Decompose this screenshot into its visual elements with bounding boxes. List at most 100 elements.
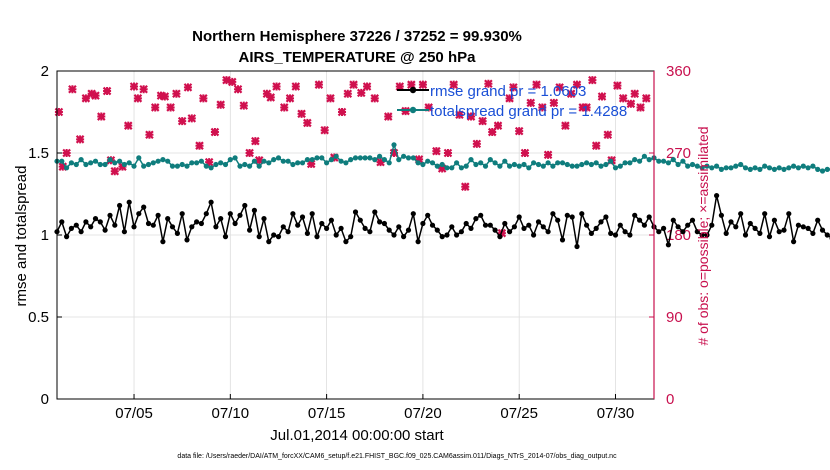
rmse-point [266, 239, 272, 245]
totalspread-point [357, 155, 363, 161]
rmse-point [507, 229, 513, 235]
rmse-point [92, 216, 99, 222]
totalspread-point [189, 160, 195, 166]
obs-point [68, 84, 77, 94]
obs-point [177, 116, 187, 126]
x-tick-label: 07/20 [404, 405, 442, 422]
rmse-point [622, 229, 628, 235]
obs-point [370, 94, 380, 103]
obs-point [320, 125, 329, 135]
rmse-point [68, 225, 74, 231]
obs-point [102, 86, 112, 96]
totalspread-point [425, 158, 431, 164]
obs-point [432, 146, 441, 156]
obs-point [172, 89, 181, 99]
totalspread-point [579, 161, 585, 168]
totalspread-point [473, 161, 479, 168]
totalspread-point [685, 163, 691, 169]
rmse-point [194, 219, 200, 225]
obs-point [139, 84, 148, 94]
obs-point [613, 81, 622, 90]
totalspread-point [64, 165, 70, 171]
totalspread-point [348, 157, 354, 163]
totalspread-point [213, 161, 219, 168]
obs-point [343, 89, 353, 99]
grid [57, 71, 654, 399]
totalspread-point [150, 160, 156, 166]
obs-point [362, 82, 372, 91]
obs-point [297, 109, 306, 119]
rmse-point [420, 220, 426, 227]
rmse-point [324, 225, 330, 231]
rmse-point [454, 232, 460, 238]
obs-point [626, 99, 636, 109]
rmse-point [637, 217, 643, 223]
legend-spread-label: totalspread grand pr = 1.4288 [430, 103, 627, 120]
obs-point [291, 82, 301, 91]
totalspread-point [810, 163, 816, 169]
rmse-point [174, 230, 180, 236]
rmse-point [680, 229, 686, 235]
totalspread-point [362, 155, 368, 161]
series-rmse [54, 193, 830, 250]
totalspread-point [391, 142, 397, 148]
rmse-point [232, 220, 238, 227]
rmse-point [612, 232, 619, 238]
totalspread-point [247, 163, 253, 169]
rmse-point [429, 222, 436, 228]
rmse-point [656, 229, 662, 235]
rmse-point [598, 219, 604, 225]
totalspread-point [545, 160, 551, 166]
obs-point [532, 80, 541, 89]
totalspread-point [603, 161, 609, 168]
totalspread-point [641, 153, 648, 159]
obs-point [618, 94, 628, 103]
rmse-point [791, 239, 797, 245]
totalspread-point [742, 165, 749, 171]
obs-point [123, 121, 133, 130]
totalspread-point [102, 161, 108, 168]
rmse-point [59, 219, 65, 225]
rmse-point [434, 227, 440, 233]
rmse-point [449, 224, 455, 230]
y-tick-label: 0 [41, 391, 49, 408]
rmse-point [348, 234, 354, 240]
rmse-point [208, 199, 214, 205]
rmse-point [271, 232, 277, 238]
totalspread-point [73, 161, 79, 168]
rmse-point [295, 222, 301, 228]
legend-spread-marker [409, 106, 417, 114]
rmse-point [757, 230, 763, 236]
rmse-point [227, 211, 233, 217]
totalspread-point [468, 157, 474, 163]
obs-point [187, 114, 197, 123]
rmse-point [372, 209, 378, 215]
totalspread-point [328, 157, 334, 163]
totalspread-point [386, 160, 392, 166]
totalspread-point [295, 160, 301, 166]
totalspread-point [795, 165, 802, 171]
rmse-point [189, 224, 195, 230]
totalspread-point [656, 158, 662, 164]
rmse-point [328, 217, 334, 223]
totalspread-point [612, 165, 619, 171]
totalspread-point [367, 155, 373, 161]
rmse-point [256, 234, 262, 240]
obs-point [183, 83, 193, 92]
totalspread-point [271, 157, 277, 163]
rmse-point [247, 227, 253, 233]
rmse-point [699, 232, 705, 238]
totalspread-point [791, 163, 797, 169]
rmse-point [261, 216, 267, 222]
rmse-point [338, 225, 344, 231]
rmse-point [381, 220, 387, 227]
rmse-point [179, 211, 185, 217]
rmse-point [670, 217, 676, 223]
totalspread-point [160, 157, 166, 163]
rmse-point [723, 230, 729, 236]
totalspread-point [694, 163, 700, 169]
totalspread-point [771, 166, 778, 172]
y-right-tick-label: 270 [666, 145, 691, 162]
totalspread-point [304, 157, 310, 163]
